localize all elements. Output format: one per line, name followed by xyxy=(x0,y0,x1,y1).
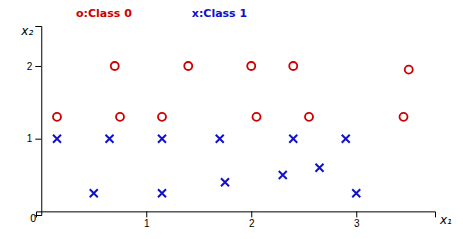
x-tick: 3 xyxy=(354,211,360,229)
y-tick-label: 1 xyxy=(27,133,33,144)
y-tick: 1 xyxy=(27,133,42,144)
point xyxy=(184,62,192,70)
series xyxy=(53,135,360,198)
points xyxy=(53,62,413,197)
point xyxy=(111,62,119,70)
point xyxy=(158,113,166,121)
point xyxy=(158,135,166,143)
legend-entry: x:Class 1 xyxy=(192,7,247,20)
x-tick: 2 xyxy=(249,211,255,229)
point xyxy=(405,66,413,74)
legend-entry: o:Class 0 xyxy=(76,7,132,20)
x-tick: 1 xyxy=(144,211,150,229)
x-tick-label: 2 xyxy=(249,218,255,229)
x-axis-label: x₁ xyxy=(439,213,452,227)
point xyxy=(247,62,255,70)
x-axis: 1 2 3 xyxy=(37,211,436,229)
point xyxy=(216,135,224,143)
point xyxy=(221,178,229,186)
y-tick-label: 2 xyxy=(27,61,33,72)
x-tick-mark xyxy=(356,211,357,217)
y-axis: 12 xyxy=(27,27,42,216)
x-tick-mark xyxy=(251,211,252,217)
x-tick-mark xyxy=(146,211,147,217)
point xyxy=(106,135,114,143)
point xyxy=(400,113,408,121)
point xyxy=(352,189,360,197)
y-axis-line xyxy=(35,27,42,216)
point xyxy=(316,164,324,172)
point xyxy=(253,113,261,121)
point xyxy=(342,135,350,143)
series xyxy=(53,62,413,121)
x-tick-label: 3 xyxy=(354,218,360,229)
plot: 123120x₁x₂ xyxy=(20,24,452,230)
point xyxy=(305,113,313,121)
point xyxy=(90,189,98,197)
point xyxy=(116,113,124,121)
legend: o:Class 0 x:Class 1 xyxy=(76,7,247,20)
x-axis-line xyxy=(37,212,436,218)
y-axis-label: x₂ xyxy=(20,24,33,38)
point xyxy=(289,62,297,70)
y-tick: 2 xyxy=(27,61,42,72)
point xyxy=(158,189,166,197)
point xyxy=(289,135,297,143)
point xyxy=(279,171,287,179)
point xyxy=(53,135,61,143)
chart: 123120x₁x₂o:Class 0x:Class 1 xyxy=(0,0,463,239)
y-tick-mark xyxy=(35,139,41,140)
y-tick-mark xyxy=(35,66,41,67)
annotation: 0 xyxy=(30,213,36,224)
x-tick-label: 1 xyxy=(144,218,150,229)
point xyxy=(53,113,61,121)
